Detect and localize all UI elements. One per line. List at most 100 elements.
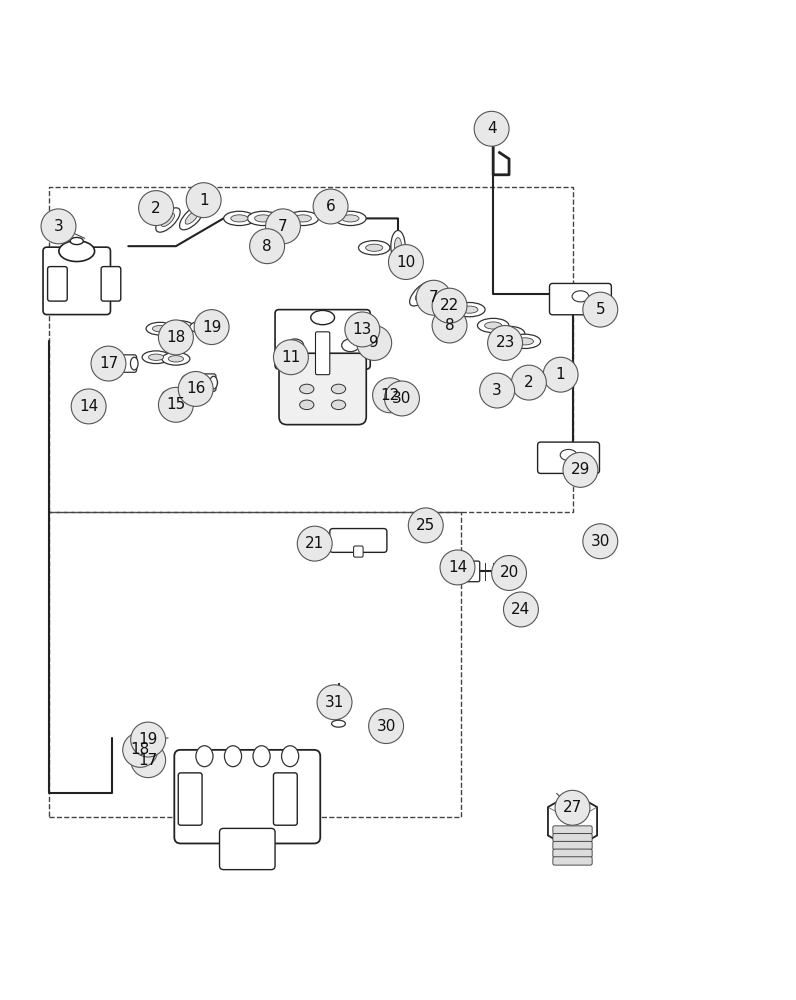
FancyBboxPatch shape	[174, 750, 320, 843]
Ellipse shape	[454, 302, 485, 317]
Ellipse shape	[332, 720, 345, 727]
Ellipse shape	[224, 211, 255, 226]
Ellipse shape	[331, 384, 345, 394]
Text: 18: 18	[166, 330, 185, 345]
Text: 5: 5	[595, 302, 605, 317]
Ellipse shape	[189, 321, 217, 333]
Ellipse shape	[255, 215, 271, 222]
FancyBboxPatch shape	[43, 247, 111, 315]
Ellipse shape	[509, 334, 540, 348]
Ellipse shape	[172, 324, 188, 330]
Circle shape	[317, 685, 352, 720]
Text: 25: 25	[416, 518, 435, 533]
Text: 22: 22	[440, 298, 459, 313]
Ellipse shape	[517, 338, 533, 345]
FancyBboxPatch shape	[220, 828, 275, 870]
FancyBboxPatch shape	[553, 841, 592, 850]
Text: 16: 16	[186, 381, 205, 396]
Ellipse shape	[395, 238, 401, 255]
Text: 30: 30	[392, 391, 412, 406]
Ellipse shape	[180, 205, 204, 230]
Circle shape	[357, 325, 392, 360]
Ellipse shape	[174, 392, 201, 405]
Ellipse shape	[166, 321, 193, 333]
Ellipse shape	[282, 746, 298, 767]
Circle shape	[91, 346, 126, 381]
FancyBboxPatch shape	[178, 773, 202, 825]
Circle shape	[131, 722, 166, 757]
Text: 8: 8	[263, 239, 272, 254]
Text: 14: 14	[448, 560, 467, 575]
Circle shape	[408, 508, 443, 543]
Text: 29: 29	[571, 462, 590, 477]
FancyBboxPatch shape	[537, 442, 599, 473]
Ellipse shape	[334, 211, 366, 226]
FancyBboxPatch shape	[315, 332, 330, 375]
Text: 17: 17	[139, 753, 158, 768]
Circle shape	[274, 340, 308, 375]
Circle shape	[345, 312, 380, 347]
Ellipse shape	[142, 351, 170, 364]
Text: 27: 27	[563, 800, 582, 815]
Ellipse shape	[560, 449, 577, 461]
Ellipse shape	[494, 326, 525, 341]
Circle shape	[297, 526, 332, 561]
Text: 2: 2	[524, 375, 533, 390]
Ellipse shape	[190, 376, 197, 389]
Ellipse shape	[148, 354, 164, 360]
Text: 30: 30	[377, 719, 396, 734]
Ellipse shape	[341, 339, 359, 352]
Ellipse shape	[146, 322, 174, 335]
Text: 8: 8	[445, 318, 455, 333]
Ellipse shape	[224, 746, 241, 767]
Circle shape	[504, 592, 538, 627]
Text: 1: 1	[199, 193, 209, 208]
Circle shape	[583, 292, 618, 327]
FancyBboxPatch shape	[549, 283, 611, 315]
Ellipse shape	[287, 211, 318, 226]
Ellipse shape	[445, 306, 462, 313]
FancyBboxPatch shape	[553, 849, 592, 857]
Text: 3: 3	[53, 219, 64, 234]
Circle shape	[488, 325, 522, 360]
Ellipse shape	[310, 310, 334, 325]
Ellipse shape	[358, 241, 390, 255]
Circle shape	[71, 389, 106, 424]
Circle shape	[194, 310, 229, 345]
Text: 20: 20	[499, 565, 519, 580]
Text: 2: 2	[151, 201, 161, 216]
Circle shape	[512, 365, 546, 400]
Ellipse shape	[196, 746, 213, 767]
Ellipse shape	[156, 208, 180, 232]
Circle shape	[563, 452, 598, 487]
Text: 6: 6	[326, 199, 335, 214]
Text: 9: 9	[369, 335, 379, 350]
Ellipse shape	[487, 122, 500, 132]
Text: 17: 17	[99, 356, 118, 371]
Circle shape	[158, 320, 193, 355]
Ellipse shape	[162, 213, 174, 227]
Circle shape	[266, 209, 300, 244]
Ellipse shape	[162, 352, 190, 365]
Ellipse shape	[189, 376, 217, 389]
Ellipse shape	[341, 215, 359, 222]
Ellipse shape	[210, 376, 217, 389]
Ellipse shape	[248, 211, 279, 226]
Circle shape	[313, 189, 348, 224]
Ellipse shape	[185, 211, 198, 224]
FancyBboxPatch shape	[459, 561, 480, 582]
Circle shape	[388, 245, 423, 279]
Ellipse shape	[59, 241, 95, 262]
FancyBboxPatch shape	[553, 834, 592, 842]
Text: 21: 21	[305, 536, 324, 551]
Ellipse shape	[196, 379, 211, 386]
Circle shape	[139, 191, 174, 226]
Ellipse shape	[181, 373, 209, 386]
Circle shape	[432, 288, 467, 323]
FancyBboxPatch shape	[553, 826, 592, 834]
Circle shape	[158, 387, 193, 422]
Circle shape	[369, 709, 404, 744]
Text: 30: 30	[591, 534, 610, 549]
Text: 1: 1	[556, 367, 565, 382]
Ellipse shape	[485, 322, 501, 329]
